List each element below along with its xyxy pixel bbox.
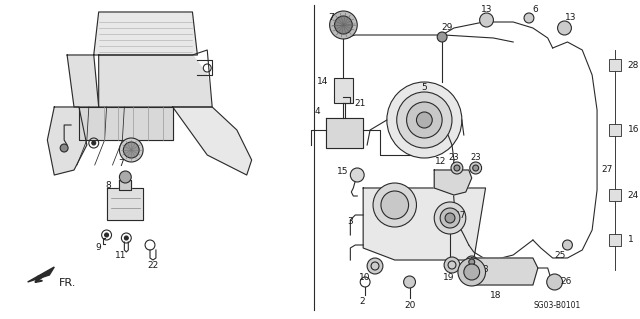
Circle shape [330,11,357,39]
Circle shape [468,259,475,265]
Bar [333,78,353,103]
Circle shape [387,82,462,158]
Text: 13: 13 [564,13,576,23]
Text: 20: 20 [404,300,415,309]
Polygon shape [93,12,197,55]
Circle shape [479,13,493,27]
Circle shape [557,21,572,35]
Text: 24: 24 [628,190,639,199]
Text: 27: 27 [601,166,612,174]
Circle shape [440,208,460,228]
Circle shape [445,213,455,223]
Circle shape [458,258,486,286]
Circle shape [451,162,463,174]
Circle shape [524,13,534,23]
Circle shape [466,256,477,268]
Polygon shape [363,188,486,260]
Circle shape [373,183,417,227]
Circle shape [335,16,352,34]
Circle shape [444,257,460,273]
Circle shape [470,162,481,174]
Circle shape [350,168,364,182]
Text: 12: 12 [435,158,447,167]
Text: 14: 14 [317,78,328,86]
Circle shape [563,240,572,250]
Polygon shape [120,180,131,190]
Polygon shape [466,258,538,285]
Circle shape [547,274,563,290]
Circle shape [92,141,96,145]
Polygon shape [67,55,99,107]
Polygon shape [434,170,472,195]
Circle shape [120,171,131,183]
Polygon shape [326,118,363,148]
Text: 17: 17 [455,211,467,219]
Circle shape [404,276,415,288]
Text: 6: 6 [532,5,538,14]
Bar [609,59,621,71]
Circle shape [124,142,139,158]
Text: 26: 26 [561,278,572,286]
Bar [609,234,621,246]
Text: 22: 22 [147,261,159,270]
Text: 23: 23 [478,265,489,275]
Circle shape [473,165,479,171]
Circle shape [124,236,128,240]
Text: 19: 19 [444,273,455,283]
Text: 8: 8 [106,181,111,189]
Circle shape [454,165,460,171]
Text: 23: 23 [449,153,460,162]
Text: 18: 18 [490,292,501,300]
Text: SG03-B0101: SG03-B0101 [534,300,581,309]
Text: 7: 7 [329,13,335,23]
Circle shape [381,191,408,219]
Polygon shape [79,107,173,140]
Polygon shape [47,107,87,175]
Text: 13: 13 [481,5,492,14]
Text: 9: 9 [96,243,102,253]
Text: FR.: FR. [58,278,76,288]
Text: 7: 7 [118,159,124,167]
Text: 23: 23 [470,153,481,162]
Text: 25: 25 [555,250,566,259]
Text: 2: 2 [360,298,365,307]
Text: 29: 29 [442,24,452,33]
Circle shape [434,202,466,234]
Text: 3: 3 [348,218,353,226]
Polygon shape [107,188,143,220]
Circle shape [104,233,109,237]
Text: 21: 21 [355,99,366,108]
Circle shape [437,32,447,42]
Polygon shape [28,267,54,282]
Circle shape [417,112,432,128]
Polygon shape [173,107,252,175]
Polygon shape [99,55,212,107]
Circle shape [367,258,383,274]
Circle shape [406,102,442,138]
Circle shape [60,144,68,152]
Circle shape [120,138,143,162]
Circle shape [397,92,452,148]
Text: 1: 1 [628,235,634,244]
Text: 10: 10 [360,273,371,283]
Text: 5: 5 [422,84,428,93]
Bar [609,124,621,136]
Bar [609,189,621,201]
Text: 11: 11 [115,251,126,261]
Text: 4: 4 [315,108,321,116]
Text: 28: 28 [628,61,639,70]
Text: 15: 15 [337,167,348,176]
Circle shape [464,264,479,280]
Text: 16: 16 [628,125,639,135]
